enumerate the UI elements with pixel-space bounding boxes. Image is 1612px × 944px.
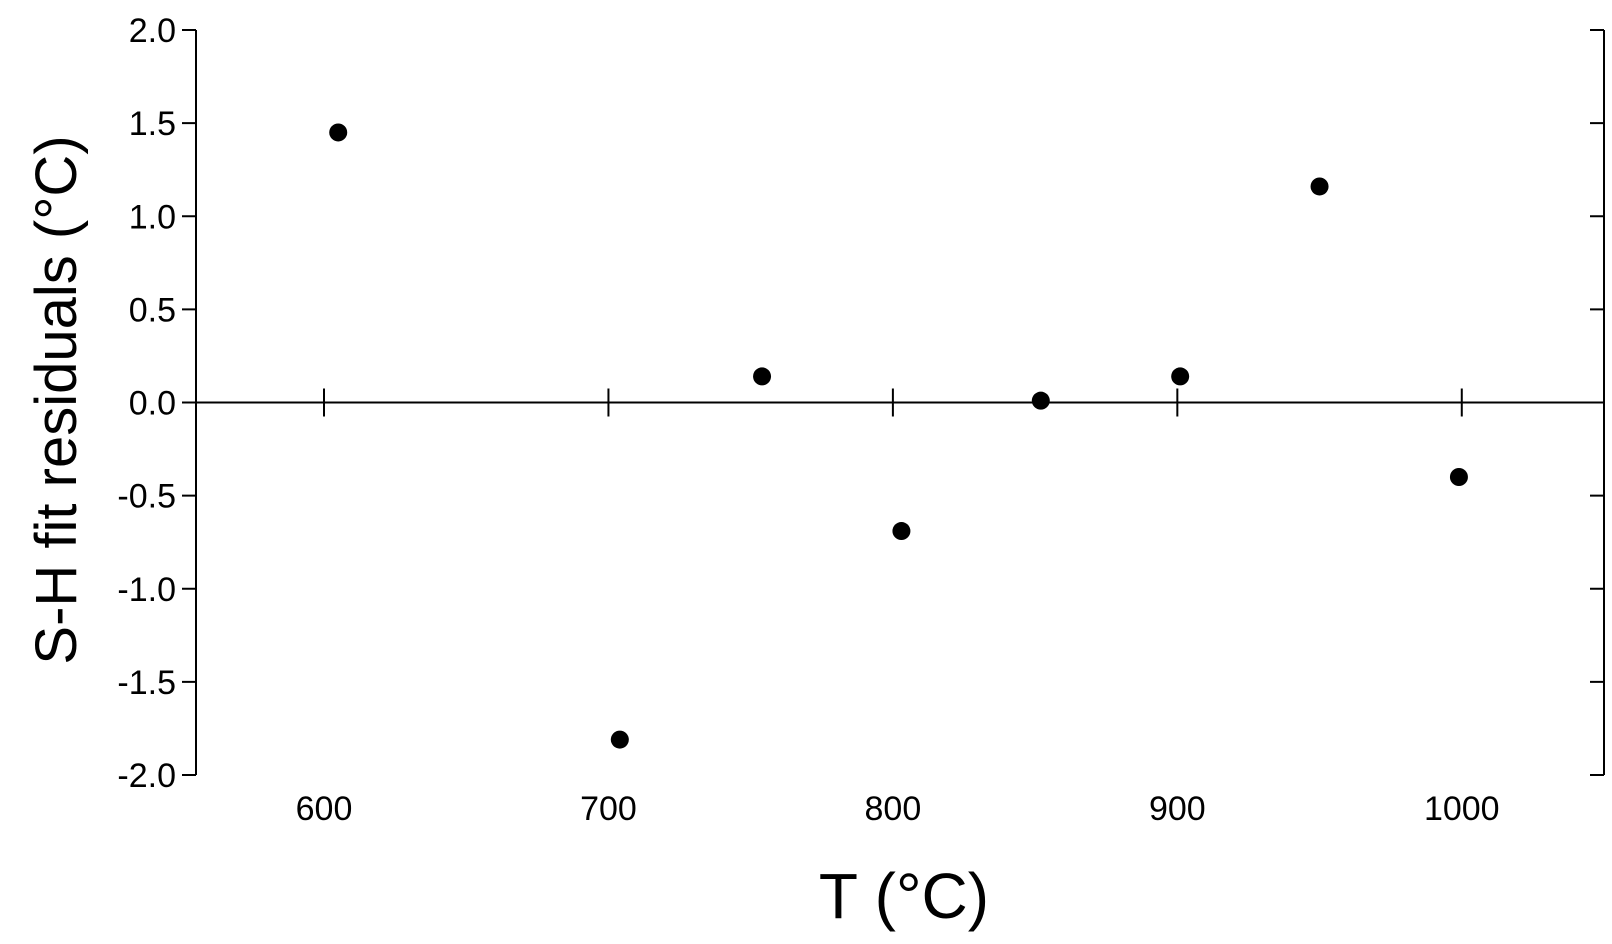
data-point: [329, 123, 348, 142]
y-axis-ticks: 2.0 1.5 1.0 0.5 0.0 -0.5 -1.0 -1.5 -2.0: [117, 12, 1604, 795]
data-points: [329, 123, 1468, 749]
y-tick-label: 0.5: [129, 291, 176, 329]
x-axis-ticks: 600 700 800 900 1000: [296, 388, 1500, 828]
data-point: [1449, 468, 1468, 486]
y-axis-title: S-H fit residuals (°C): [24, 135, 89, 664]
data-point: [1310, 177, 1329, 196]
y-tick-label: -2.0: [117, 757, 176, 795]
x-tick-label: 800: [865, 790, 922, 828]
y-tick-label: -1.0: [117, 571, 176, 609]
y-tick-label: 1.5: [129, 105, 176, 143]
y-tick-label: 0.0: [129, 385, 176, 423]
data-point: [892, 522, 911, 541]
x-tick-label: 600: [296, 790, 353, 828]
data-point: [1031, 391, 1050, 410]
y-tick-label: -1.5: [117, 664, 176, 702]
x-tick-label: 700: [580, 790, 637, 828]
y-tick-label: 2.0: [129, 12, 176, 50]
x-tick-label: 900: [1149, 790, 1206, 828]
y-tick-label: 1.0: [129, 198, 176, 236]
data-point: [1171, 367, 1190, 386]
data-point: [753, 367, 772, 386]
x-tick-label: 1000: [1424, 790, 1500, 828]
data-point: [610, 730, 629, 749]
y-tick-label: -0.5: [117, 478, 176, 516]
x-axis-title: T (°C): [819, 860, 989, 932]
